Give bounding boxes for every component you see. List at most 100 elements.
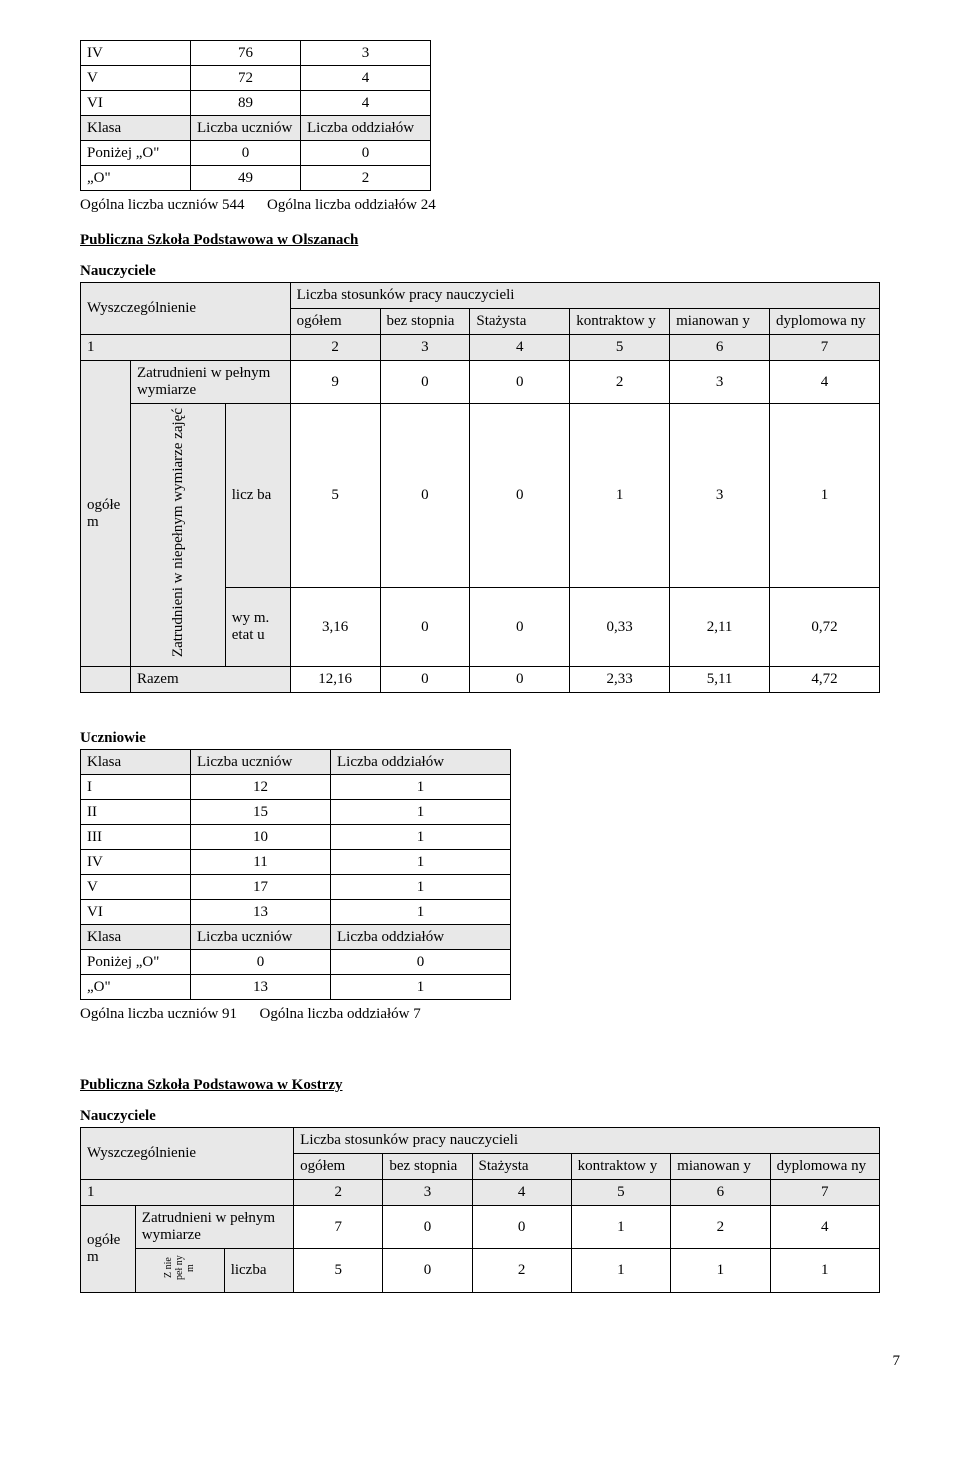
cell: Liczba uczniów xyxy=(191,750,331,775)
cell-full: Zatrudnieni w pełnym wymiarze xyxy=(130,361,290,404)
cell-razem: Razem xyxy=(130,667,290,693)
cell: VI xyxy=(81,900,191,925)
table-row: I121 xyxy=(81,775,511,800)
cell: 0,72 xyxy=(770,588,880,667)
cell: 1 xyxy=(331,900,511,925)
cell: 2 xyxy=(472,1249,571,1293)
cell-ogole: ogółe m xyxy=(81,1206,136,1293)
cell: 4 xyxy=(770,361,880,404)
cell: bez stopnia xyxy=(380,309,470,335)
cell: 0 xyxy=(380,404,470,588)
cell: 0 xyxy=(470,361,570,404)
cell: 2 xyxy=(294,1180,383,1206)
cell: 6 xyxy=(671,1180,770,1206)
cell: 7 xyxy=(294,1206,383,1249)
cell: 4 xyxy=(770,1206,879,1249)
cell: kontraktow y xyxy=(570,309,670,335)
cell-wyszczegolnienie: Wyszczególnienie xyxy=(81,1128,294,1180)
table-row: „O"492 xyxy=(81,166,431,191)
cell: Stażysta xyxy=(472,1154,571,1180)
cell: 1 xyxy=(570,404,670,588)
cell: 0 xyxy=(380,667,470,693)
cell: 3 xyxy=(670,361,770,404)
cell: 4 xyxy=(470,335,570,361)
cell: 0 xyxy=(383,1249,472,1293)
cell: 6 xyxy=(670,335,770,361)
cell: 5,11 xyxy=(670,667,770,693)
teachers-table-olszanach: Wyszczególnienie Liczba stosunków pracy … xyxy=(80,282,880,693)
cell-full: Zatrudnieni w pełnym wymiarze xyxy=(135,1206,293,1249)
table-row: ogółe m Zatrudnieni w pełnym wymiarze 7 … xyxy=(81,1206,880,1249)
cell: 2,33 xyxy=(570,667,670,693)
cell: 1 xyxy=(331,800,511,825)
cell: 12 xyxy=(191,775,331,800)
cell-liczba: licz ba xyxy=(225,404,290,588)
cell: 3 xyxy=(383,1180,472,1206)
cell: IV xyxy=(81,850,191,875)
cell: 72 xyxy=(191,66,301,91)
cell: mianowan y xyxy=(670,309,770,335)
table-row: V724 xyxy=(81,66,431,91)
cell: Klasa xyxy=(81,925,191,950)
table-row: V171 xyxy=(81,875,511,900)
cell: 0 xyxy=(470,667,570,693)
summary-left: Ogólna liczba uczniów 544 xyxy=(80,197,245,213)
table-row: IV763 xyxy=(81,41,431,66)
cell-wym: wy m. etat u xyxy=(225,588,290,667)
summary-left: Ogólna liczba uczniów 91 xyxy=(80,1006,237,1022)
cell: 2 xyxy=(570,361,670,404)
summary-line: Ogólna liczba uczniów 544 Ogólna liczba … xyxy=(80,197,900,214)
cell: kontraktow y xyxy=(571,1154,671,1180)
table-row: Zatrudnieni w niepełnym wymiarze zajęć l… xyxy=(81,404,880,588)
cell: 0 xyxy=(301,141,431,166)
table-row: II151 xyxy=(81,800,511,825)
cell: 1 xyxy=(671,1249,770,1293)
cell: 0 xyxy=(331,950,511,975)
summary-right: Ogólna liczba oddziałów 7 xyxy=(260,1006,421,1022)
cell-part-vert: Z nie peł ny m xyxy=(135,1249,224,1293)
cell: 1 xyxy=(81,335,291,361)
cell: dyplomowa ny xyxy=(770,309,880,335)
cell: 0 xyxy=(380,588,470,667)
teachers-heading: Nauczyciele xyxy=(80,263,900,280)
cell-wyszczegolnienie: Wyszczególnienie xyxy=(81,283,291,335)
cell: 13 xyxy=(191,975,331,1000)
cell: ogółem xyxy=(290,309,380,335)
cell: V xyxy=(81,875,191,900)
cell: 17 xyxy=(191,875,331,900)
cell: 5 xyxy=(570,335,670,361)
cell: Liczba oddziałów xyxy=(331,925,511,950)
cell: 3,16 xyxy=(290,588,380,667)
cell: 4 xyxy=(301,91,431,116)
cell: 0 xyxy=(191,141,301,166)
cell: 1 xyxy=(81,1180,294,1206)
table-row: IV111 xyxy=(81,850,511,875)
cell: Klasa xyxy=(81,116,191,141)
cell: 1 xyxy=(331,850,511,875)
table-row: Wyszczególnienie Liczba stosunków pracy … xyxy=(81,1128,880,1154)
cell: II xyxy=(81,800,191,825)
cell: ogółem xyxy=(294,1154,383,1180)
cell: 13 xyxy=(191,900,331,925)
cell: VI xyxy=(81,91,191,116)
teachers-heading-2: Nauczyciele xyxy=(80,1108,900,1125)
cell: III xyxy=(81,825,191,850)
cell: Liczba oddziałów xyxy=(331,750,511,775)
cell: 49 xyxy=(191,166,301,191)
cell-lsp: Liczba stosunków pracy nauczycieli xyxy=(294,1128,880,1154)
cell: 1 xyxy=(331,875,511,900)
cell-lsp: Liczba stosunków pracy nauczycieli xyxy=(290,283,879,309)
teachers-table-kostrzy: Wyszczególnienie Liczba stosunków pracy … xyxy=(80,1127,880,1293)
cell: 5 xyxy=(290,404,380,588)
cell: 3 xyxy=(380,335,470,361)
cell: mianowan y xyxy=(671,1154,770,1180)
students-table-olszanach: KlasaLiczba uczniówLiczba oddziałów I121… xyxy=(80,749,511,1000)
cell: 11 xyxy=(191,850,331,875)
cell: 1 xyxy=(331,775,511,800)
table-row: Poniżej „O"00 xyxy=(81,141,431,166)
cell: 0,33 xyxy=(570,588,670,667)
cell: „O" xyxy=(81,166,191,191)
cell: Poniżej „O" xyxy=(81,950,191,975)
table-row: III101 xyxy=(81,825,511,850)
cell: 3 xyxy=(301,41,431,66)
